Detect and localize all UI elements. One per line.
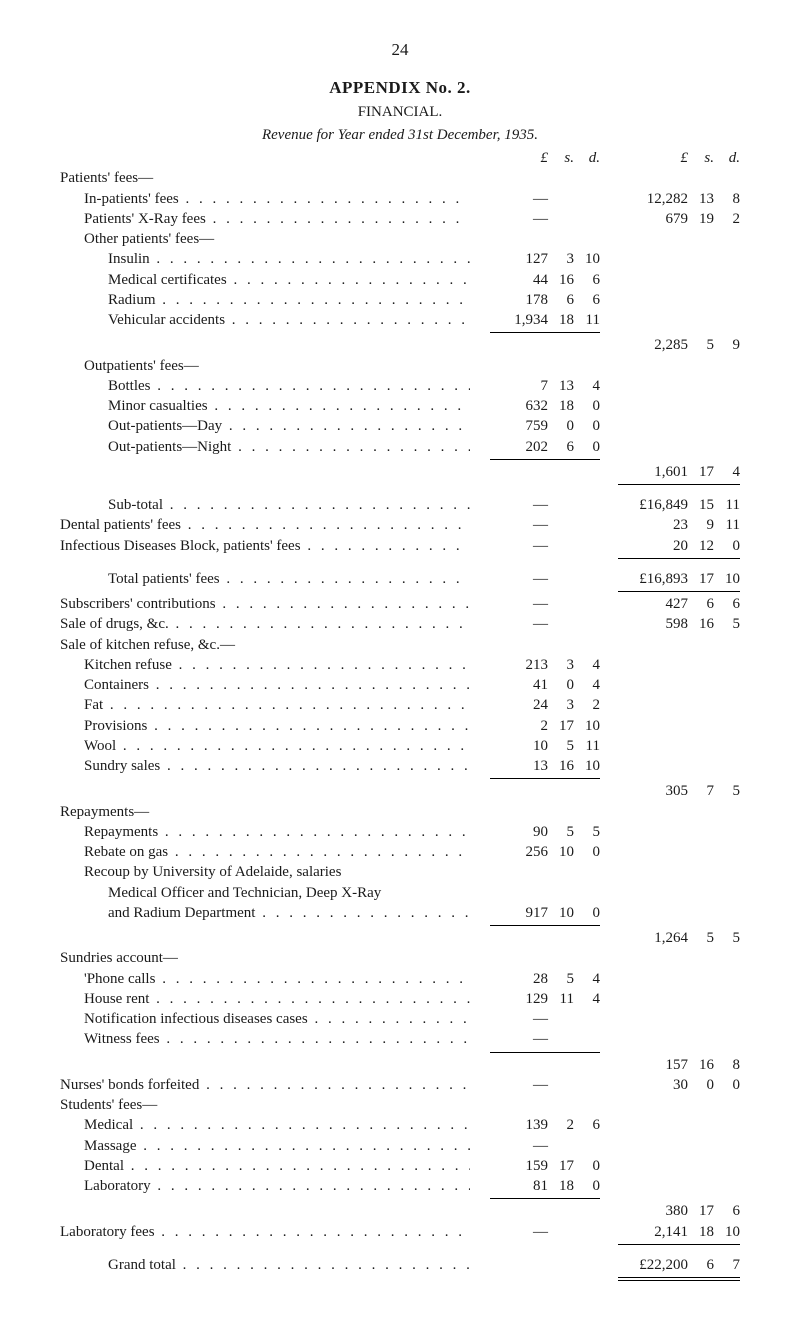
bottles: Bottles [60, 376, 470, 396]
financial-title: FINANCIAL. [60, 104, 740, 121]
col1-header: £s.d. [470, 148, 600, 168]
minor-casualties: Minor casualties [60, 396, 470, 416]
sundry-sales: Sundry sales [60, 756, 470, 776]
revenue-title: Revenue for Year ended 31st December, 19… [60, 127, 740, 144]
radium: Radium [60, 290, 470, 310]
subscribers-contributions: Subscribers' contributions [60, 594, 470, 614]
recoup-line3: and Radium Department [60, 903, 470, 923]
phone-calls: 'Phone calls [60, 969, 470, 989]
col2-header: £s.d. [600, 148, 740, 168]
grand-total: Grand total [60, 1255, 470, 1275]
outpatients-night: Out-patients—Night [60, 437, 470, 457]
appendix-title: APPENDIX No. 2. [60, 78, 740, 98]
notification-cases: Notification infectious diseases cases [60, 1009, 470, 1029]
nurses-bonds: Nurses' bonds forfeited [60, 1075, 470, 1095]
repayments: Repayments [60, 822, 470, 842]
xray-fees: Patients' X-Ray fees [60, 209, 470, 229]
students-dental: Dental [60, 1156, 470, 1176]
other-patients-heading: Other patients' fees— [60, 229, 470, 249]
page-number: 24 [60, 40, 740, 60]
students-fees-heading: Students' fees— [60, 1095, 470, 1115]
students-laboratory: Laboratory [60, 1176, 470, 1196]
insulin: Insulin [60, 249, 470, 269]
dental-patients-fees: Dental patients' fees [60, 515, 470, 535]
kitchen-refuse: Kitchen refuse [60, 655, 470, 675]
ledger: £s.d. £s.d. Patients' fees— In-patients'… [60, 148, 740, 1281]
fat: Fat [60, 695, 470, 715]
laboratory-fees: Laboratory fees [60, 1222, 470, 1242]
containers: Containers [60, 675, 470, 695]
students-medical: Medical [60, 1115, 470, 1135]
vehicular-accidents: Vehicular accidents [60, 310, 470, 330]
wool: Wool [60, 736, 470, 756]
sub-total: Sub-total [60, 495, 470, 515]
medical-certificates: Medical certificates [60, 270, 470, 290]
total-patients-fees: Total patients' fees [60, 569, 470, 589]
repayments-heading: Repayments— [60, 802, 470, 822]
provisions: Provisions [60, 716, 470, 736]
outpatients-heading: Outpatients' fees— [60, 356, 470, 376]
witness-fees: Witness fees [60, 1029, 470, 1049]
students-massage: Massage [60, 1136, 470, 1156]
outpatients-day: Out-patients—Day [60, 416, 470, 436]
in-patients-fees: In-patients' fees [60, 189, 470, 209]
sundries-heading: Sundries account— [60, 948, 470, 968]
house-rent: House rent [60, 989, 470, 1009]
recoup-line1: Recoup by University of Adelaide, salari… [60, 862, 470, 882]
patients-fees-heading: Patients' fees— [60, 168, 470, 188]
sale-of-drugs: Sale of drugs, &c. [60, 614, 470, 634]
recoup-line2: Medical Officer and Technician, Deep X-R… [60, 883, 470, 903]
rebate-on-gas: Rebate on gas [60, 842, 470, 862]
kitchen-refuse-heading: Sale of kitchen refuse, &c.— [60, 635, 470, 655]
infectious-block-fees: Infectious Diseases Block, patients' fee… [60, 536, 470, 556]
